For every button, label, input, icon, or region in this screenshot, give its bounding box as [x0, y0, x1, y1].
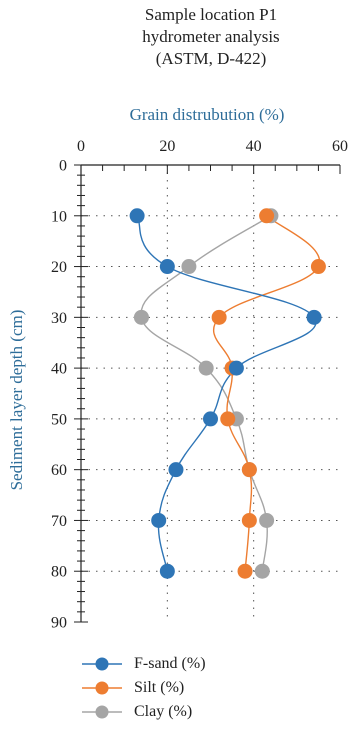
y-tick-label-20: 20	[51, 259, 67, 276]
x-tick-label-0: 0	[77, 138, 85, 155]
series-1-point-4	[220, 411, 236, 427]
y-tick-label-0: 0	[59, 158, 67, 175]
legend-item-2: Clay (%)	[82, 700, 206, 724]
data-series	[129, 208, 326, 579]
legend-swatch-marker-0	[95, 657, 109, 671]
y-tick-label-10: 10	[51, 208, 67, 225]
series-2-point-2	[133, 309, 149, 325]
legend-swatch-marker-1	[95, 681, 109, 695]
chart-title-line-2: hydrometer analysis	[142, 27, 280, 46]
series-2-point-7	[254, 563, 270, 579]
chart-title-line-3: (ASTM, D-422)	[155, 49, 267, 68]
legend-label-0: F-sand (%)	[134, 655, 206, 672]
y-tick-label-80: 80	[51, 564, 67, 581]
series-1-point-5	[241, 462, 257, 478]
x-tick-label-60: 60	[332, 138, 348, 155]
series-0-point-7	[159, 563, 175, 579]
grid-lines	[81, 165, 340, 622]
x-tick-label-40: 40	[246, 138, 262, 155]
series-1-point-2	[211, 309, 227, 325]
y-tick-label-60: 60	[51, 462, 67, 479]
series-1-point-1	[310, 259, 326, 275]
y-tick-label-90: 90	[51, 615, 67, 632]
legend-swatch-1	[82, 681, 122, 695]
x-tick-label-20: 20	[159, 138, 175, 155]
series-0-point-3	[228, 360, 244, 376]
chart-title-line-1: Sample location P1	[144, 5, 278, 24]
chart-title: Sample location P1 hydrometer analysis (…	[0, 4, 352, 70]
series-1-point-7	[237, 563, 253, 579]
legend-swatch-2	[82, 705, 122, 719]
legend-label-2: Clay (%)	[134, 703, 193, 720]
legend: F-sand (%) Silt (%) Clay (%)	[82, 652, 206, 724]
series-0-point-4	[203, 411, 218, 427]
series-0-point-6	[151, 512, 167, 528]
series-2-point-6	[259, 512, 275, 528]
y-tick-label-70: 70	[51, 513, 67, 530]
legend-swatch-marker-2	[95, 705, 109, 719]
series-2-point-1	[181, 259, 197, 275]
axes: 0 20 40 60 0 10 20 30 40 50 60 70 80 90	[51, 138, 348, 632]
legend-swatch-0	[82, 657, 122, 671]
series-0-point-1	[159, 259, 175, 275]
series-0-point-0	[129, 208, 145, 224]
y-tick-label-50: 50	[51, 411, 67, 428]
x-axis-label: Grain distrubution (%)	[130, 105, 285, 124]
series-2-point-3	[198, 360, 214, 376]
series-1-point-6	[241, 512, 257, 528]
series-0-point-2	[306, 309, 322, 325]
chart-plot: Grain distrubution (%) Sediment layer de…	[7, 105, 348, 632]
legend-label-1: Silt (%)	[134, 679, 185, 696]
series-0-point-5	[168, 462, 184, 478]
legend-item-1: Silt (%)	[82, 676, 206, 700]
y-tick-label-40: 40	[51, 361, 67, 378]
y-axis-label: Sediment layer depth (cm)	[7, 310, 26, 491]
series-1-point-0	[259, 208, 275, 224]
y-tick-label-30: 30	[51, 310, 67, 327]
legend-item-0: F-sand (%)	[82, 652, 206, 676]
